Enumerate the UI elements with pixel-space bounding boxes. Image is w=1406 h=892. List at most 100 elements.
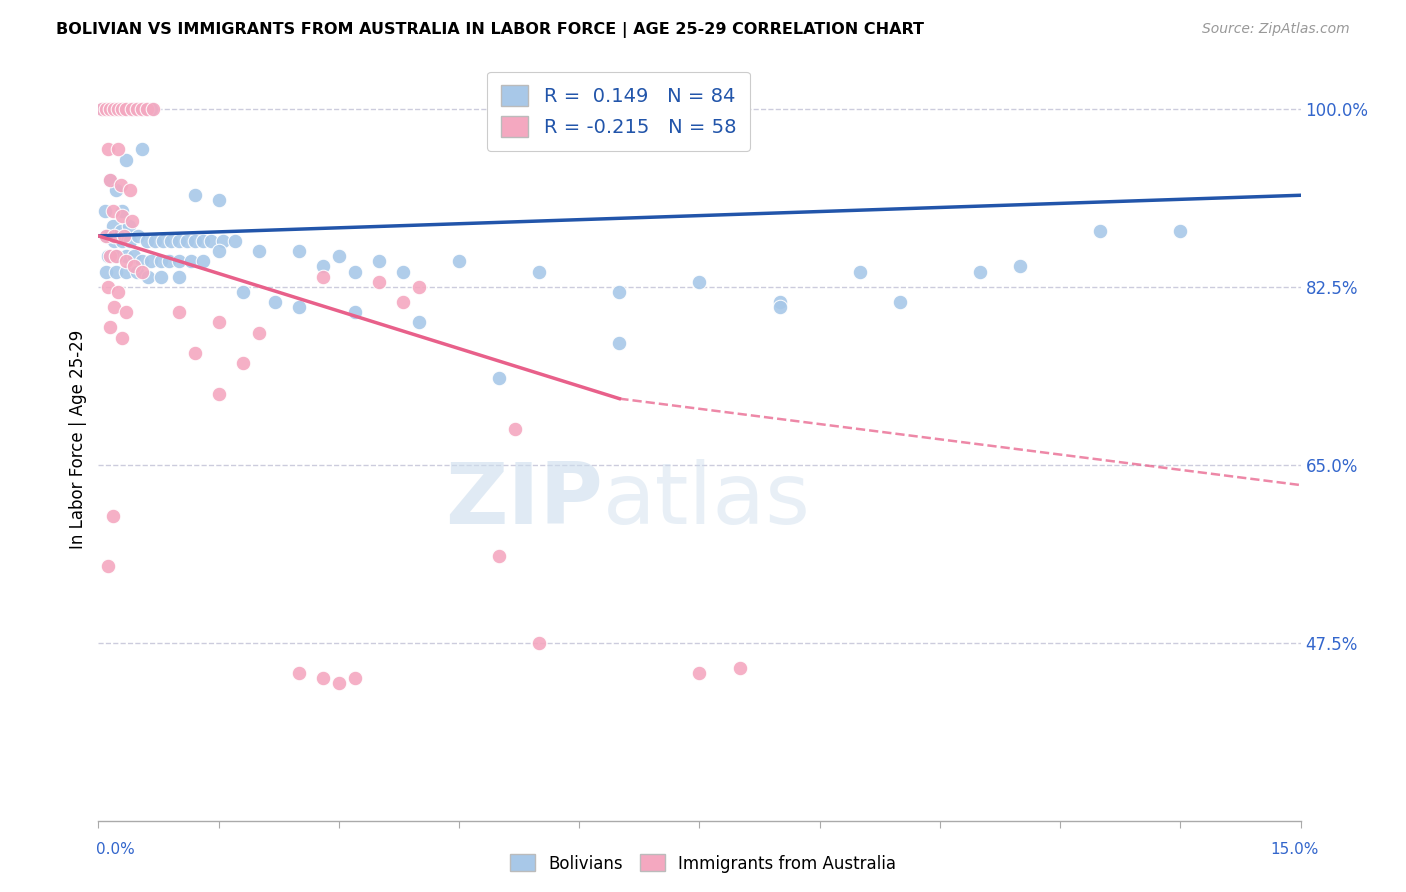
Point: [129, 102, 152, 116]
Point: [120, 183, 142, 197]
Point: [183, 346, 205, 360]
Point: [96, 102, 118, 116]
Point: [100, 173, 122, 187]
Point: [105, 264, 128, 278]
Point: [408, 315, 430, 329]
Point: [107, 102, 129, 116]
Point: [343, 264, 366, 278]
Point: [167, 269, 190, 284]
Point: [312, 260, 335, 274]
Point: [97, 249, 120, 263]
Point: [167, 305, 190, 319]
Point: [115, 254, 138, 268]
Point: [368, 254, 391, 268]
Text: Source: ZipAtlas.com: Source: ZipAtlas.com: [1202, 22, 1350, 37]
Point: [529, 264, 551, 278]
Point: [447, 254, 470, 268]
Point: [103, 300, 125, 314]
Point: [142, 102, 165, 116]
Point: [849, 264, 872, 278]
Point: [180, 254, 202, 268]
Point: [111, 102, 134, 116]
Text: BOLIVIAN VS IMMIGRANTS FROM AUSTRALIA IN LABOR FORCE | AGE 25-29 CORRELATION CHA: BOLIVIAN VS IMMIGRANTS FROM AUSTRALIA IN…: [56, 22, 924, 38]
Point: [115, 153, 138, 167]
Point: [100, 320, 122, 334]
Point: [167, 254, 190, 268]
Point: [287, 244, 309, 259]
Point: [200, 234, 222, 248]
Point: [124, 102, 146, 116]
Point: [183, 188, 205, 202]
Point: [120, 234, 142, 248]
Point: [131, 143, 153, 157]
Point: [768, 295, 790, 310]
Text: ZIP: ZIP: [446, 458, 603, 541]
Point: [392, 264, 415, 278]
Legend: Bolivians, Immigrants from Australia: Bolivians, Immigrants from Australia: [503, 847, 903, 880]
Point: [149, 269, 172, 284]
Point: [135, 102, 157, 116]
Point: [110, 178, 132, 193]
Point: [208, 315, 231, 329]
Point: [688, 275, 710, 289]
Point: [97, 102, 120, 116]
Point: [183, 234, 205, 248]
Point: [97, 559, 120, 574]
Point: [115, 264, 138, 278]
Point: [107, 102, 129, 116]
Point: [152, 234, 174, 248]
Point: [503, 422, 526, 436]
Point: [328, 249, 350, 263]
Point: [609, 335, 631, 350]
Point: [176, 234, 198, 248]
Point: [115, 305, 138, 319]
Point: [124, 260, 146, 274]
Point: [768, 300, 790, 314]
Point: [392, 295, 415, 310]
Point: [1088, 224, 1111, 238]
Point: [103, 228, 125, 243]
Point: [408, 280, 430, 294]
Point: [368, 275, 391, 289]
Point: [131, 102, 153, 116]
Point: [115, 249, 138, 263]
Point: [135, 102, 157, 116]
Legend: R =  0.149   N = 84, R = -0.215   N = 58: R = 0.149 N = 84, R = -0.215 N = 58: [488, 71, 749, 151]
Point: [107, 143, 129, 157]
Point: [488, 371, 510, 385]
Point: [529, 635, 551, 649]
Point: [131, 264, 153, 278]
Point: [159, 234, 181, 248]
Point: [121, 102, 143, 116]
Text: 0.0%: 0.0%: [96, 842, 135, 856]
Point: [91, 102, 114, 116]
Point: [111, 330, 134, 344]
Point: [110, 224, 132, 238]
Point: [101, 508, 124, 523]
Point: [103, 102, 125, 116]
Point: [208, 386, 231, 401]
Point: [101, 219, 124, 233]
Point: [118, 102, 141, 116]
Point: [232, 356, 254, 370]
Point: [135, 234, 157, 248]
Point: [94, 203, 117, 218]
Point: [111, 234, 134, 248]
Point: [115, 102, 138, 116]
Point: [889, 295, 911, 310]
Point: [1008, 260, 1031, 274]
Point: [111, 102, 134, 116]
Point: [128, 228, 150, 243]
Point: [125, 264, 148, 278]
Point: [105, 183, 128, 197]
Point: [969, 264, 991, 278]
Point: [131, 254, 153, 268]
Point: [191, 254, 214, 268]
Point: [101, 203, 124, 218]
Point: [118, 219, 141, 233]
Point: [96, 228, 118, 243]
Point: [728, 661, 751, 675]
Point: [232, 285, 254, 299]
Point: [224, 234, 246, 248]
Point: [103, 234, 125, 248]
